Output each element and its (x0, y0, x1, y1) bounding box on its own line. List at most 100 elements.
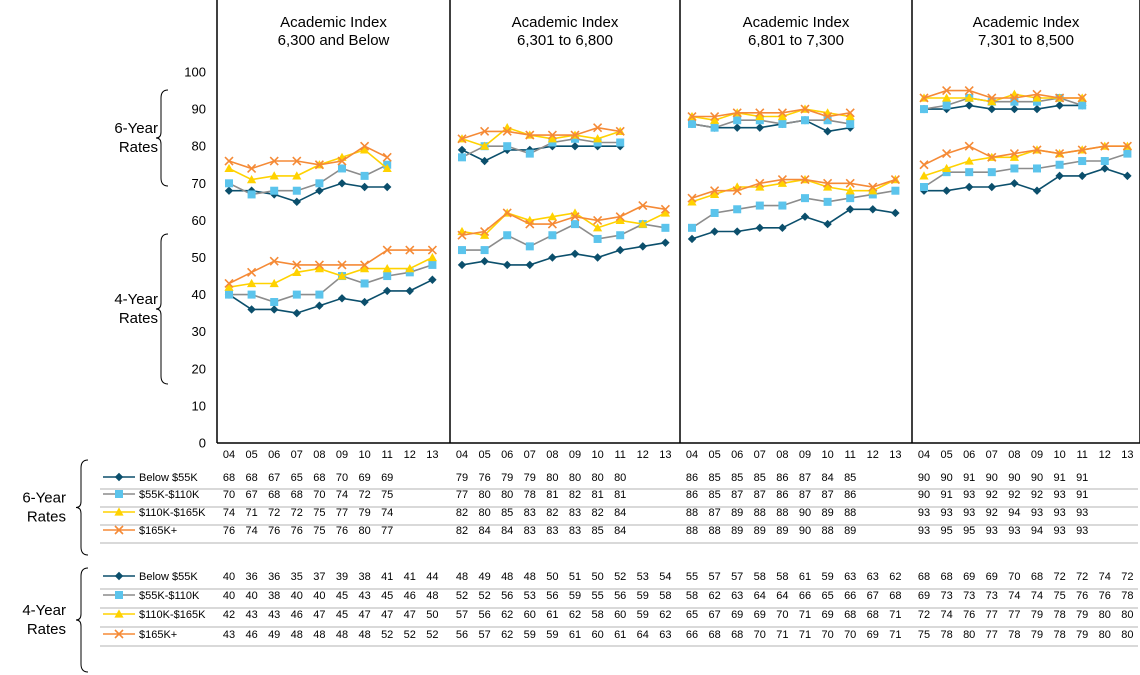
table-cell: 86 (776, 472, 788, 484)
series-line (461, 212, 666, 237)
data-point (224, 156, 234, 166)
four-year-rates-label: 4-Year Rates (114, 291, 158, 327)
series-four-year (688, 186, 900, 232)
table-cell: 58 (591, 609, 603, 621)
table-cell: 88 (821, 525, 833, 537)
data-point (224, 163, 234, 173)
data-point (687, 193, 697, 203)
x-tick-label: 07 (291, 449, 303, 461)
series-four-year (224, 275, 437, 318)
table-cell: 90 (918, 489, 930, 501)
data-point (314, 260, 324, 270)
table-cell: 95 (963, 525, 975, 537)
data-point (502, 208, 512, 218)
x-tick-label: 08 (1008, 449, 1020, 461)
data-point (823, 182, 833, 191)
y-tick-label: 80 (192, 139, 206, 154)
table-cell: 67 (867, 590, 879, 602)
table-row: $165K+ 76 74 76 76 75 76 80 77 82 84 84 83 83 83 85 84 88… (100, 525, 1138, 544)
data-point (292, 156, 302, 166)
table-cell: 47 (313, 609, 325, 621)
table-cell: 70 (336, 472, 348, 484)
table-cell: 86 (844, 489, 856, 501)
y-tick-label: 10 (192, 398, 206, 413)
data-point (755, 182, 765, 191)
data-point (823, 116, 832, 125)
data-point (525, 219, 535, 229)
table-cell: 88 (754, 507, 766, 519)
six-year-rates-label: 6-Year Rates (114, 120, 158, 156)
table-cell: 87 (799, 472, 811, 484)
data-point (755, 201, 764, 210)
table-cell: 35 (291, 571, 303, 583)
table-four-year-rates-label: 4-Year Rates (22, 602, 66, 638)
table-cell: 61 (614, 629, 626, 641)
data-point (1055, 101, 1064, 110)
data-point (224, 278, 234, 289)
data-point (1055, 93, 1065, 103)
data-point (224, 186, 234, 195)
x-tick-label: 11 (614, 449, 625, 461)
data-point (480, 141, 490, 150)
table-cell: 45 (336, 590, 348, 602)
data-point (1123, 171, 1132, 181)
table-cell: 64 (776, 590, 788, 602)
table-cell: 90 (1031, 472, 1043, 484)
data-point (1010, 164, 1019, 173)
data-point (269, 278, 279, 288)
panel: Academic Index 7,301 to 8,500 04 05 06 07 08 09… (918, 14, 1134, 461)
table-cell: 43 (358, 590, 370, 602)
data-point (1100, 141, 1110, 151)
series-line (923, 152, 1128, 188)
data-point (688, 119, 696, 128)
data-point (525, 130, 535, 140)
data-point (270, 186, 279, 195)
y-tick-label: 30 (192, 324, 206, 339)
data-point (457, 145, 467, 155)
data-point (823, 197, 832, 206)
data-point (987, 168, 996, 177)
data-point (965, 182, 974, 192)
table-cell: 52 (426, 629, 438, 641)
table-cell: 60 (614, 609, 626, 621)
series-four-year (687, 205, 900, 244)
series-line (691, 108, 851, 122)
table-cell: 92 (986, 489, 998, 501)
table-cell: 50 (546, 571, 558, 583)
data-point (269, 171, 279, 180)
data-point (292, 260, 302, 270)
data-point (777, 178, 787, 187)
table-cell: 52 (456, 590, 468, 602)
data-point (987, 182, 996, 192)
table-cell: 72 (358, 489, 370, 501)
series-line (461, 126, 621, 140)
table-cell: 93 (1031, 507, 1043, 519)
x-tick-label: 04 (456, 449, 468, 461)
table-cell: 68 (731, 629, 743, 641)
data-point (1078, 157, 1087, 166)
series-line (462, 223, 666, 251)
table-cell: 80 (1099, 609, 1111, 621)
table-cell: 75 (313, 507, 325, 519)
x-tick-label: 13 (426, 449, 438, 461)
table-cell: 59 (637, 609, 649, 621)
x-tick-label: 11 (381, 449, 392, 461)
table-cell: 63 (731, 590, 743, 602)
table-cell: 57 (478, 629, 490, 641)
table-cell: 44 (426, 571, 438, 583)
x-tick-label: 06 (731, 449, 743, 461)
data-point (382, 264, 392, 273)
table-cell: 71 (889, 609, 901, 621)
table-cell: 37 (313, 571, 325, 583)
series-four-year (457, 200, 670, 240)
table-cell: 71 (799, 629, 811, 641)
data-point (868, 190, 877, 199)
series-four-year (224, 245, 437, 289)
table-cell: 79 (501, 472, 513, 484)
data-point (360, 182, 369, 192)
x-tick-label: 12 (1099, 449, 1111, 461)
data-point (247, 305, 256, 314)
table-cell: 63 (659, 629, 671, 641)
table-cell: 39 (336, 571, 348, 583)
